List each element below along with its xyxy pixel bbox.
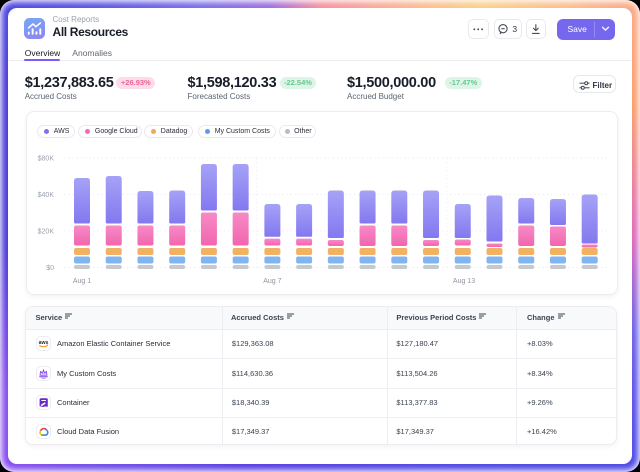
svg-text:Aug 7: Aug 7 — [263, 278, 281, 285]
svg-text:$80K: $80K — [38, 156, 55, 163]
svg-text:Aug 1: Aug 1 — [73, 278, 91, 285]
svg-text:Aug 13: Aug 13 — [453, 278, 475, 285]
svg-text:aws: aws — [39, 341, 49, 347]
svg-text:$40K: $40K — [38, 192, 55, 199]
svg-text:$0: $0 — [46, 265, 54, 272]
svg-text:3: 3 — [512, 24, 517, 34]
svg-text:$20K: $20K — [38, 229, 55, 236]
